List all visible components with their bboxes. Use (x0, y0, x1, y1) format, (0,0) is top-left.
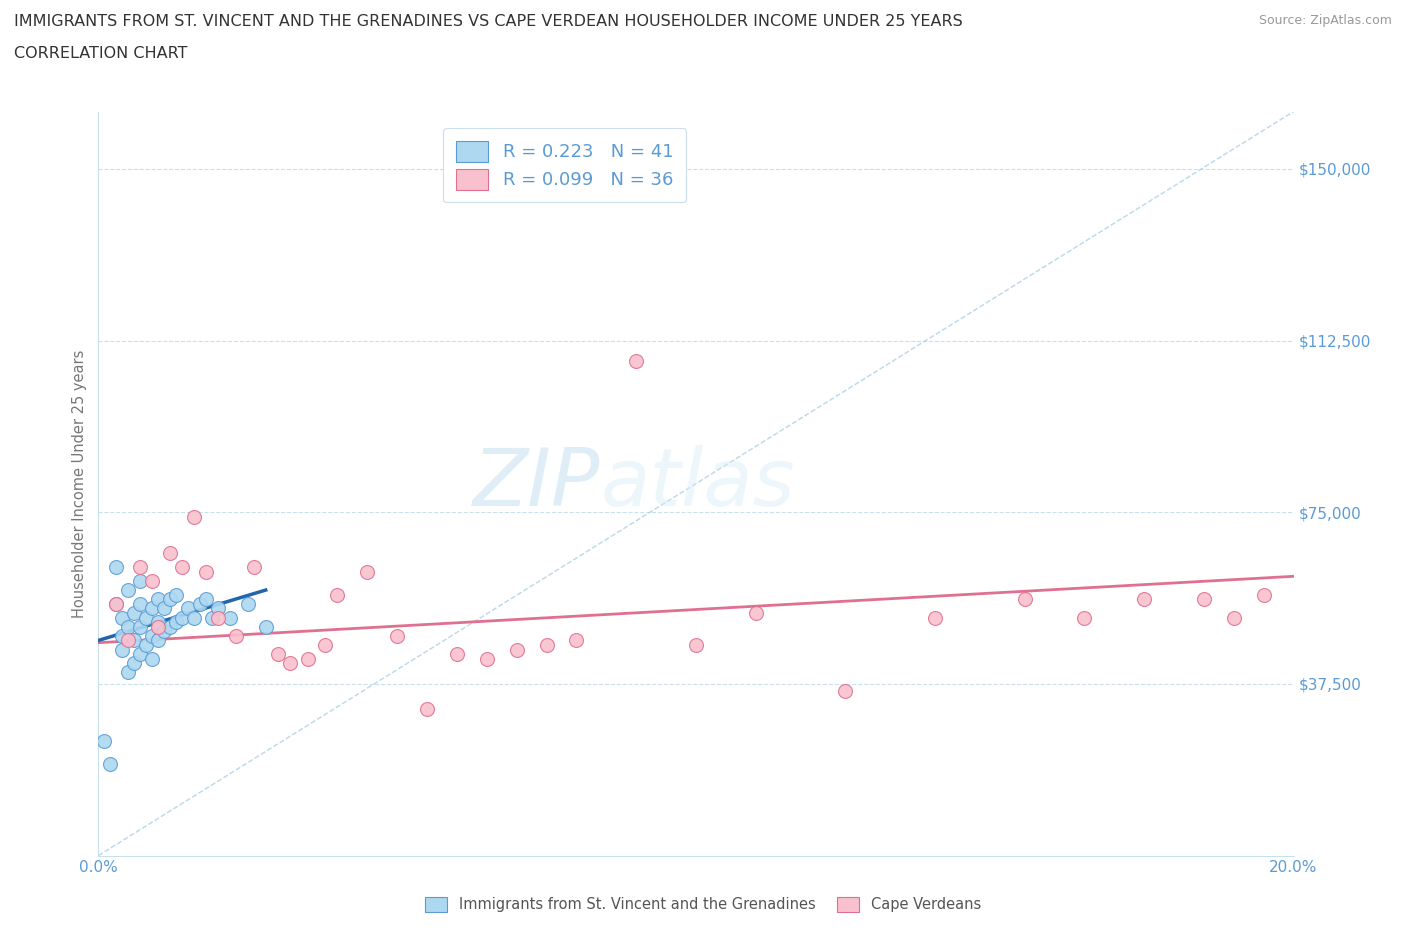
Point (117, 633, 139, 648)
Point (129, 619, 152, 634)
Point (117, 619, 139, 634)
Point (148, 619, 170, 634)
Text: ZIP: ZIP (472, 445, 600, 523)
Point (172, 560, 194, 575)
Point (105, 596, 128, 611)
Point (148, 615, 170, 630)
Point (385, 629, 409, 644)
Point (129, 646, 152, 661)
Point (236, 596, 259, 611)
Point (243, 560, 266, 575)
Point (93, 734, 115, 749)
Point (1014, 591, 1036, 606)
Point (536, 638, 558, 653)
Point (124, 605, 146, 620)
Point (315, 638, 337, 653)
Point (1223, 610, 1246, 625)
Point (129, 574, 152, 589)
Point (153, 624, 176, 639)
Point (1192, 591, 1215, 606)
Point (141, 651, 163, 666)
Point (141, 629, 163, 644)
Text: IMMIGRANTS FROM ST. VINCENT AND THE GRENADINES VS CAPE VERDEAN HOUSEHOLDER INCOM: IMMIGRANTS FROM ST. VINCENT AND THE GREN… (14, 14, 963, 29)
Point (141, 574, 163, 589)
Point (124, 633, 146, 648)
Point (111, 642, 134, 657)
Point (117, 582, 139, 597)
Text: atlas: atlas (600, 445, 796, 523)
Point (165, 615, 187, 630)
Point (159, 619, 181, 634)
Point (183, 510, 205, 525)
Point (446, 646, 468, 661)
Point (98, 757, 122, 772)
Point (475, 651, 498, 666)
Point (201, 610, 224, 625)
Point (183, 610, 205, 625)
Point (1073, 610, 1095, 625)
Point (129, 596, 152, 611)
Point (565, 633, 588, 648)
Point (194, 565, 218, 579)
Point (111, 610, 134, 625)
Point (111, 629, 134, 644)
Point (1253, 587, 1275, 602)
Point (207, 610, 229, 625)
Point (117, 665, 139, 680)
Point (254, 619, 277, 634)
Point (159, 591, 181, 606)
Point (148, 591, 170, 606)
Point (135, 610, 157, 625)
Y-axis label: Householder Income Under 25 years: Householder Income Under 25 years (72, 350, 87, 618)
Point (278, 656, 301, 671)
Point (326, 587, 349, 602)
Point (297, 651, 319, 666)
Point (416, 701, 439, 716)
Point (105, 596, 128, 611)
Point (129, 560, 152, 575)
Point (267, 646, 290, 661)
Point (148, 633, 170, 648)
Point (219, 610, 242, 625)
Point (177, 601, 200, 616)
Point (172, 610, 194, 625)
Point (159, 546, 181, 561)
Point (105, 560, 128, 575)
Point (924, 610, 946, 625)
Point (356, 565, 378, 579)
Point (153, 601, 176, 616)
Point (194, 591, 218, 606)
Point (207, 601, 229, 616)
Point (506, 642, 529, 657)
Legend: Immigrants from St. Vincent and the Grenadines, Cape Verdeans: Immigrants from St. Vincent and the Gren… (419, 891, 987, 918)
Point (834, 684, 856, 698)
Point (165, 587, 187, 602)
Point (225, 629, 247, 644)
Point (135, 638, 157, 653)
Point (685, 638, 707, 653)
Point (1133, 591, 1156, 606)
Text: CORRELATION CHART: CORRELATION CHART (14, 46, 187, 61)
Legend: R = 0.223   N = 41, R = 0.099   N = 36: R = 0.223 N = 41, R = 0.099 N = 36 (443, 128, 686, 203)
Point (141, 601, 163, 616)
Point (188, 596, 211, 611)
Point (624, 353, 647, 368)
Point (124, 656, 146, 671)
Point (745, 605, 768, 620)
Text: Source: ZipAtlas.com: Source: ZipAtlas.com (1258, 14, 1392, 27)
